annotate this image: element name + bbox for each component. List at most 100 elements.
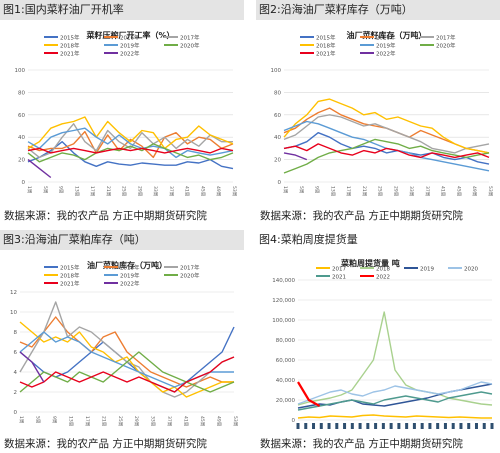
series-line [27,127,234,159]
y-tick-label: 0 [22,180,26,186]
legend-label: 2015年 [316,34,336,42]
y-tick-label: 20 [18,158,25,164]
x-tick-mark [428,423,432,429]
legend-label: 2019年 [120,42,140,50]
x-tick-label: 5周 [34,416,40,423]
y-tick-label: 2 [14,390,18,396]
x-tick-label: 25周 [117,416,123,426]
x-tick-label: 25周 [377,186,383,196]
x-tick-mark [335,423,339,429]
legend-label: 2018年 [60,272,80,280]
legend-item: 2017年 [164,264,200,272]
legend-item: 2021年 [300,50,336,58]
legend-label: 2017年 [180,34,200,42]
x-tick-mark [312,423,316,429]
legend-item: 2019 [404,267,434,273]
y-tick-label: 60,000 [276,358,296,364]
x-tick-label: 53周 [231,186,237,196]
legend-label: 2017年 [436,34,456,42]
chart-svg: 油厂菜粕库存（万吨） 2015年 2016年 2017年 2018年 2019年 2020年… [10,260,238,426]
legend-item: 2016年 [104,34,140,42]
y-tick-label: 100 [15,68,26,74]
y-tick-label: 0 [14,410,18,416]
series-line [19,321,234,398]
figure-caption: 图1:国内菜籽油厂开机率 [0,0,244,20]
legend-item: 2018年 [300,42,336,50]
legend-item: 2021年 [44,280,80,288]
y-tick-label: 0 [278,180,282,186]
x-tick-label: 5周 [42,186,48,193]
legend-item: 2015年 [300,34,336,42]
panel-1: 图1:国内菜籽油厂开机率 菜籽压榨厂开工率（%） 2015年 2016年 2017年 2… [0,0,244,222]
series-line [283,132,490,165]
y-tick-label: 120,000 [272,298,295,304]
legend-item: 2015年 [44,34,80,42]
legend-item: 2016年 [360,34,396,42]
x-tick-label: 1周 [18,416,24,423]
x-tick-label: 33周 [408,186,414,196]
x-tick-label: 29周 [136,186,142,196]
x-tick-mark [350,423,354,429]
x-tick-label: 29周 [133,416,139,426]
x-tick-mark [389,423,393,429]
legend-label: 2022年 [376,50,396,58]
y-tick-label: 20 [274,158,281,164]
y-tick-label: 80,000 [276,338,296,344]
y-tick-label: 80 [18,90,25,96]
x-tick-label: 33周 [152,186,158,196]
legend-item: 2020年 [164,272,200,280]
legend-item: 2018 [360,267,390,273]
x-tick-mark [436,423,440,429]
chart-container: 油厂菜籽库存（万吨） 2015年 2016年 2017年 2018年 2019年 2020年… [256,20,500,204]
x-tick-label: 33周 [150,416,156,426]
x-tick-mark [443,423,447,429]
x-tick-label: 45周 [455,186,461,196]
x-tick-label: 45周 [199,186,205,196]
legend-label: 2016年 [376,34,396,42]
legend-label: 2016年 [120,34,140,42]
legend-label: 2017年 [180,264,200,272]
legend-label: 2019年 [120,272,140,280]
series-line [27,130,234,159]
x-tick-mark [467,423,471,429]
chart-container: 菜籽压榨厂开工率（%） 2015年 2016年 2017年 2018年 2019年 2020… [0,20,244,204]
x-tick-mark [366,423,370,429]
y-tick-label: 8 [14,330,18,336]
series-line [297,381,321,407]
legend-label: 2017 [332,267,346,273]
x-tick-label: 9周 [58,186,64,193]
y-tick-label: 12 [10,290,17,296]
x-tick-label: 13周 [73,186,79,196]
y-tick-label: 0 [292,418,296,424]
y-tick-label: 4 [14,370,18,376]
figure-caption: 图2:沿海油厂菜籽库存（万吨） [256,0,500,20]
x-tick-label: 41周 [440,186,446,196]
x-tick-label: 41周 [183,416,189,426]
data-source: 数据来源：我的农产品 方正中期期货研究院 [4,438,207,450]
legend-label: 2018年 [316,42,336,50]
x-tick-label: 37周 [168,186,174,196]
legend-label: 2020年 [436,42,456,50]
series-line [297,381,493,405]
x-tick-label: 13周 [67,416,73,426]
legend-item: 2019年 [360,42,396,50]
x-tick-label: 49周 [471,186,477,196]
series-line [283,138,490,174]
legend-label: 2020 [464,267,478,273]
chart-svg: 油厂菜籽库存（万吨） 2015年 2016年 2017年 2018年 2019年 2020年… [271,30,494,196]
legend-item: 2019年 [104,42,140,50]
chart-title: 油厂菜籽库存（万吨） [347,30,427,40]
x-tick-mark [490,423,494,429]
x-tick-mark [304,423,308,429]
x-tick-mark [319,423,323,429]
legend-item: 2022年 [360,50,396,58]
x-tick-label: 53周 [232,416,238,426]
x-tick-label: 49周 [215,186,221,196]
x-tick-mark [459,423,463,429]
x-tick-mark [327,423,331,429]
panel-2: 图2:沿海油厂菜籽库存（万吨） 油厂菜籽库存（万吨） 2015年 2016年 2017… [256,0,500,222]
legend-item: 2020年 [420,42,456,50]
x-tick-label: 29周 [392,186,398,196]
legend-item: 2019年 [104,272,140,280]
